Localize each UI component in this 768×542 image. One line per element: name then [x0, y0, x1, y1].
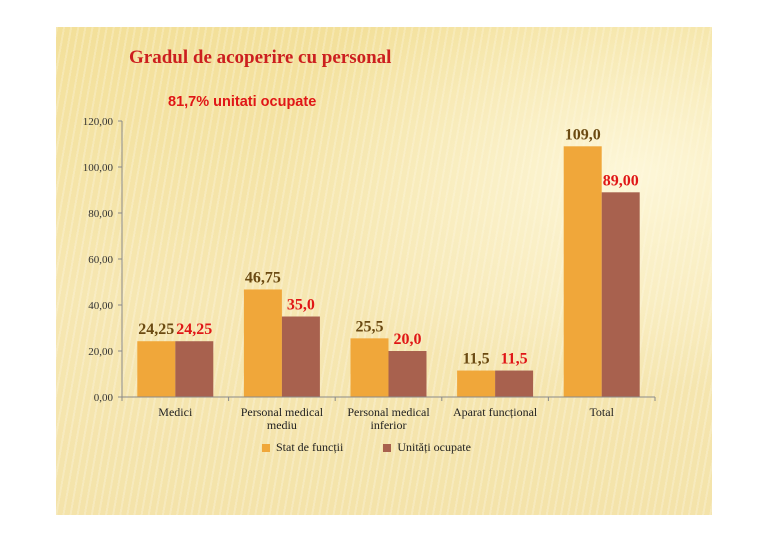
- legend-swatch-ocupate: [383, 443, 392, 452]
- data-labels: 24,25 46,75 25,5 11,5 109,0 24,25 35,0 20,0 11,5…: [138, 126, 638, 367]
- bar-ocupate: [601, 192, 640, 397]
- bar-stat: [243, 289, 282, 397]
- x-tick-label: Personal medical: [241, 405, 324, 419]
- y-tick-label: 20,00: [88, 346, 113, 358]
- data-label-stat: 109,0: [565, 126, 601, 143]
- y-axis: 0,00 20,00 40,00 60,00 80,00 100,00 120,00: [83, 116, 123, 404]
- legend-label-stat: Stat de funcții: [276, 440, 344, 454]
- legend-item-ocupate: Unități ocupate: [383, 440, 471, 455]
- bar-stat: [563, 146, 602, 397]
- chart-title: Gradul de acoperire cu personal: [129, 47, 392, 68]
- y-tick-label: 120,00: [83, 116, 114, 128]
- x-tick-label: mediu: [267, 418, 297, 432]
- data-label-ocupate: 11,5: [501, 351, 528, 368]
- bar-ocupate: [495, 370, 534, 397]
- bars: [137, 146, 640, 397]
- data-label-ocupate: 89,00: [603, 172, 639, 189]
- data-label-ocupate: 35,0: [287, 297, 315, 314]
- data-label-stat: 24,25: [138, 321, 174, 338]
- y-tick-label: 80,00: [88, 208, 113, 220]
- x-tick-label: inferior: [371, 418, 407, 432]
- data-label-stat: 11,5: [463, 351, 490, 368]
- data-label-stat: 25,5: [356, 318, 384, 335]
- bar-ocupate: [175, 341, 214, 397]
- bar-ocupate: [388, 351, 427, 397]
- y-tick-label: 100,00: [83, 162, 114, 174]
- data-label-stat: 46,75: [245, 269, 281, 286]
- bar-stat: [350, 338, 389, 397]
- x-tick-label: Medici: [158, 405, 193, 419]
- data-label-ocupate: 20,0: [394, 331, 422, 348]
- x-tick-label: Total: [589, 405, 614, 419]
- bar-stat: [457, 370, 496, 397]
- bar-ocupate: [281, 316, 320, 397]
- chart-subtitle: 81,7% unitati ocupate: [168, 94, 317, 110]
- x-tick-label: Personal medical: [347, 405, 430, 419]
- y-tick-label: 40,00: [88, 300, 113, 312]
- y-tick-label: 0,00: [94, 392, 114, 404]
- data-label-ocupate: 24,25: [176, 321, 212, 338]
- legend-label-ocupate: Unități ocupate: [397, 440, 471, 454]
- legend: Stat de funcții Unități ocupate: [262, 440, 471, 455]
- y-tick-label: 60,00: [88, 254, 113, 266]
- x-tick-label: Aparat funcțional: [453, 405, 538, 419]
- bar-stat: [137, 341, 176, 397]
- legend-swatch-stat: [262, 443, 270, 452]
- legend-item-stat: Stat de funcții: [262, 440, 343, 455]
